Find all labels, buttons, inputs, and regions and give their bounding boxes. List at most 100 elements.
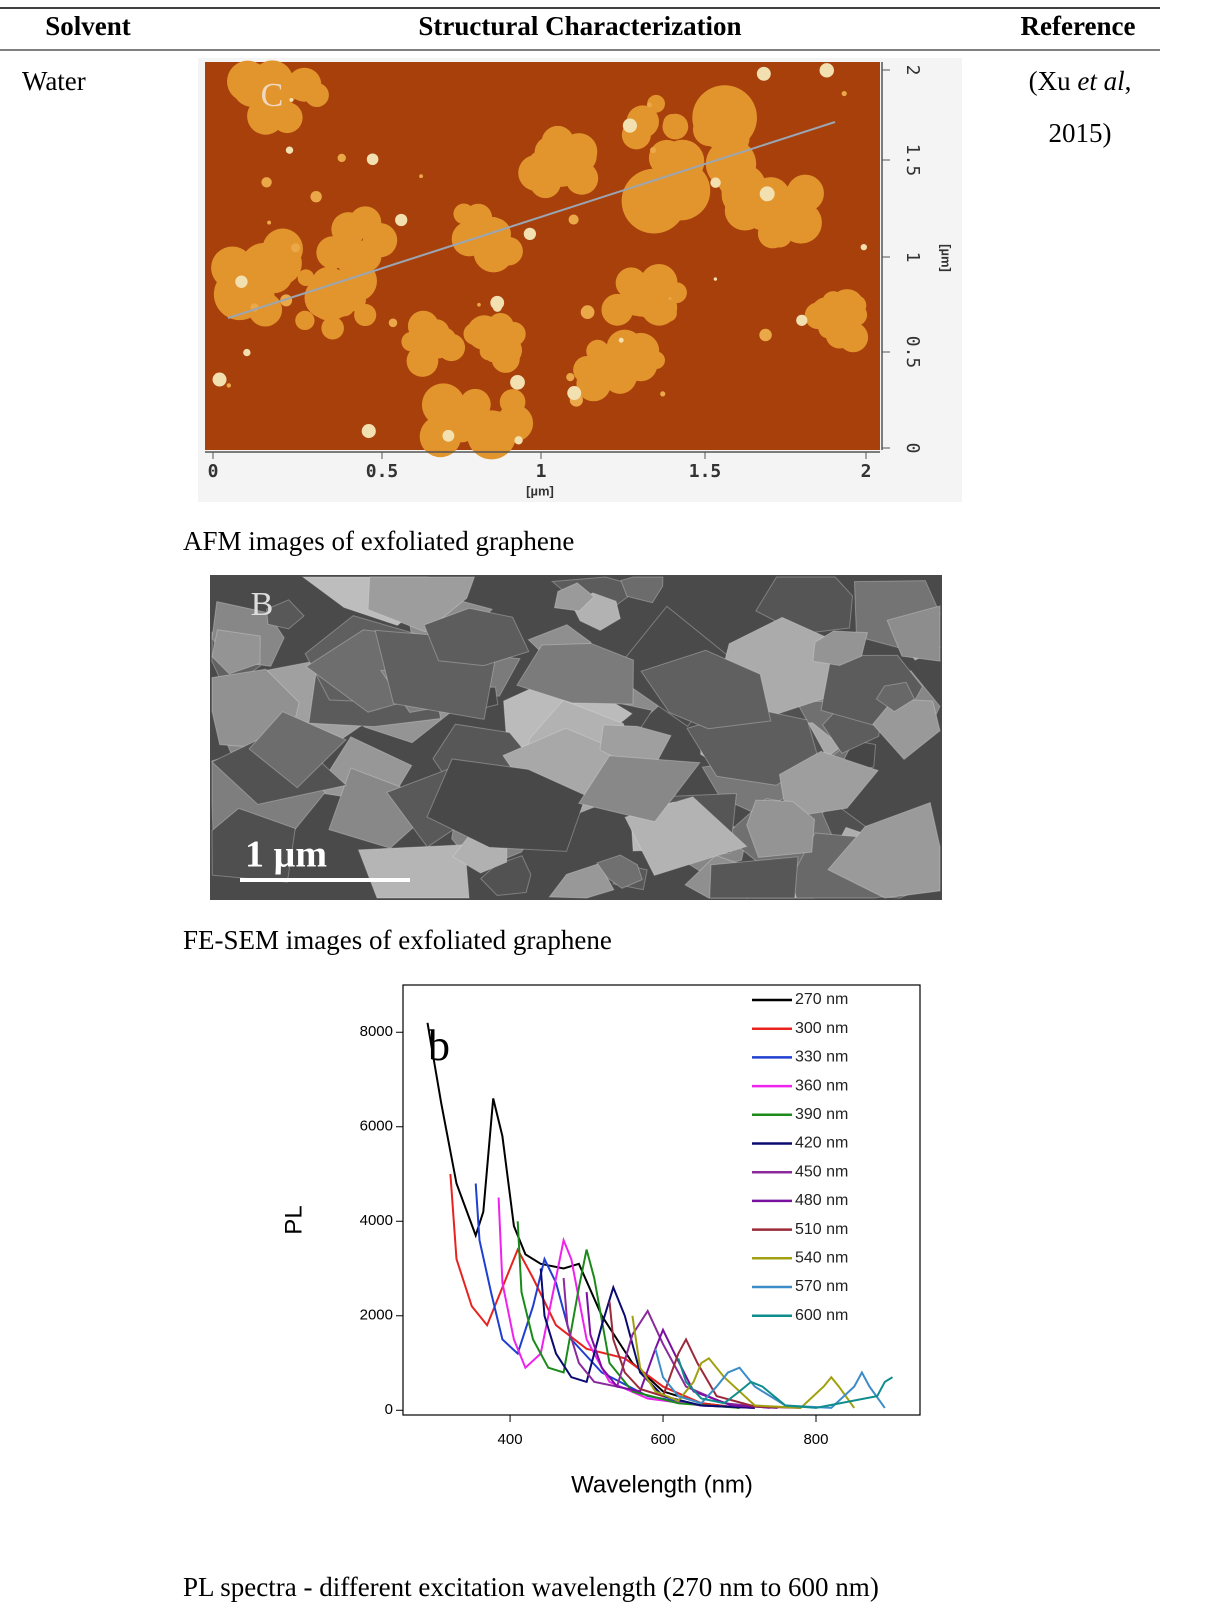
afm-x-tick-label: 0.5: [366, 461, 399, 482]
afm-particle: [395, 214, 407, 226]
afm-particle: [623, 119, 637, 133]
afm-flake: [496, 405, 533, 442]
afm-x-tick-label: 2: [861, 461, 872, 482]
header-cell: Reference: [1021, 11, 1136, 41]
axis-unit: [µm]: [939, 244, 954, 272]
y-tick-label: 2000: [360, 1307, 393, 1324]
afm-particle: [566, 373, 574, 381]
afm-flake: [287, 68, 321, 102]
afm-flake: [722, 172, 766, 216]
reference-text: et al: [1077, 66, 1124, 96]
afm-particle: [286, 147, 293, 154]
afm-flake: [811, 297, 840, 326]
reference-cell: (Xu et al,: [1029, 66, 1132, 96]
afm-particle: [714, 277, 717, 280]
afm-particle: [757, 67, 771, 81]
x-tick-label: 800: [803, 1431, 828, 1448]
reference-cell: 2015): [1049, 118, 1112, 148]
afm-particle: [338, 154, 346, 162]
afm-y-tick-label: 0.5: [902, 336, 923, 369]
afm-flake: [641, 290, 677, 326]
afm-particle: [261, 177, 271, 187]
afm-particle: [842, 91, 847, 96]
afm-flake: [573, 356, 601, 384]
reference-text: ,: [1125, 66, 1132, 96]
afm-particle: [310, 191, 321, 202]
legend-label: 600 nm: [795, 1307, 848, 1324]
afm-flake: [662, 114, 688, 140]
afm-particle: [650, 147, 656, 153]
afm-flake: [693, 113, 726, 146]
afm-flake: [430, 327, 457, 354]
legend-label: 450 nm: [795, 1163, 848, 1180]
afm-flake: [542, 126, 575, 159]
legend-label: 420 nm: [795, 1135, 848, 1152]
legend-label: 510 nm: [795, 1221, 848, 1238]
afm-flake: [844, 303, 867, 326]
y-tick-label: 4000: [360, 1212, 393, 1229]
afm-particle: [267, 221, 271, 225]
sem-image: B 1 µm: [210, 575, 942, 900]
afm-flake: [609, 355, 629, 375]
afm-particle: [820, 63, 834, 77]
panel-label: B: [251, 586, 274, 623]
afm-flake: [364, 226, 386, 248]
afm-particle: [524, 228, 536, 240]
afm-particle: [796, 315, 807, 326]
afm-particle: [581, 305, 595, 319]
afm-y-tick-label: 2: [902, 65, 923, 76]
afm-particle: [619, 338, 624, 343]
afm-flake: [647, 351, 665, 369]
panel-label: C: [261, 77, 284, 114]
afm-particle: [514, 436, 522, 444]
afm-particle: [419, 174, 423, 178]
legend-label: 360 nm: [795, 1077, 848, 1094]
axis-unit: [µm]: [526, 483, 554, 498]
legend-label: 300 nm: [795, 1020, 848, 1037]
afm-flake: [504, 324, 523, 343]
figure-caption: FE-SEM images of exfoliated graphene: [183, 925, 612, 955]
pl-chart: b PL Wavelength (nm) 0200040006000800040…: [280, 985, 920, 1498]
afm-particle: [227, 383, 231, 387]
afm-particle: [710, 177, 720, 187]
afm-scan: [205, 62, 880, 450]
solvent-cell: Water: [22, 66, 86, 96]
afm-particle: [235, 276, 247, 288]
afm-particle: [213, 373, 227, 387]
y-axis-title: PL: [280, 1205, 307, 1234]
afm-y-tick-label: 0: [902, 443, 923, 454]
figure-caption: PL spectra - different excitation wavele…: [183, 1572, 879, 1602]
x-axis-title: Wavelength (nm): [571, 1471, 753, 1498]
afm-particle: [569, 215, 579, 225]
reference-text: (Xu: [1029, 66, 1078, 96]
scale-bar-label: 1 µm: [245, 834, 327, 876]
y-tick-label: 0: [385, 1401, 393, 1418]
afm-particle: [567, 386, 581, 400]
afm-particle: [760, 186, 775, 201]
sem-flake: [359, 845, 470, 898]
afm-particle: [291, 243, 300, 252]
legend-label: 540 nm: [795, 1250, 848, 1267]
afm-y-tick-label: 1: [902, 252, 923, 263]
afm-particle: [490, 296, 504, 310]
afm-flake: [241, 243, 289, 291]
y-tick-label: 6000: [360, 1118, 393, 1135]
afm-flake: [315, 275, 358, 318]
afm-particle: [669, 297, 672, 300]
legend-label: 570 nm: [795, 1278, 848, 1295]
afm-flake: [565, 162, 598, 195]
afm-particle: [442, 430, 454, 442]
afm-particle: [510, 375, 525, 390]
afm-particle: [861, 244, 867, 250]
afm-particle: [759, 329, 771, 341]
header-cell: Solvent: [45, 11, 131, 41]
legend-label: 330 nm: [795, 1049, 848, 1066]
afm-flake: [295, 311, 314, 330]
afm-flake: [787, 175, 824, 212]
afm-particle: [647, 102, 652, 107]
afm-particle: [289, 98, 293, 102]
afm-flake: [492, 345, 520, 373]
document: Solvent Structural Characterization Refe…: [0, 0, 1205, 1622]
legend-label: 480 nm: [795, 1192, 848, 1209]
